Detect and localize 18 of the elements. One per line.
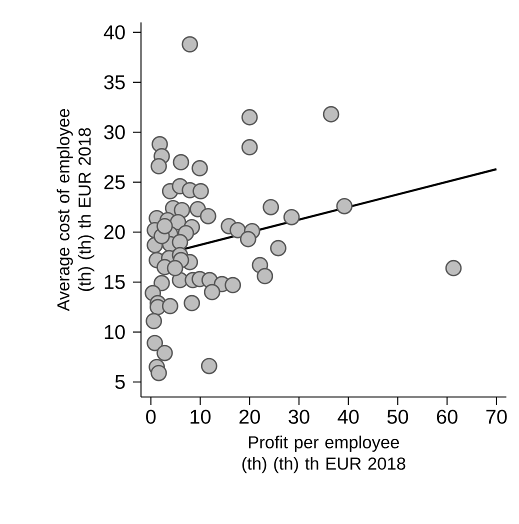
y-tick-label: 30 (104, 125, 125, 140)
y-axis-title: Average cost of employee (th) (th) th EUR 2018 (56, 108, 94, 312)
x-tick-label: 10 (190, 410, 211, 424)
y-tick-label: 10 (104, 324, 125, 340)
y-tick-label: 25 (104, 175, 125, 190)
x-tick-label: 60 (436, 410, 458, 424)
x-tick-label: 20 (239, 410, 260, 424)
x-tick-label: 30 (288, 410, 310, 424)
y-tick-label: 40 (104, 25, 125, 40)
x-tick-label: 50 (387, 410, 408, 424)
x-tick-label: 70 (486, 410, 507, 424)
x-tick-label: 40 (338, 410, 359, 424)
x-tick-label: 0 (146, 410, 156, 424)
x-axis-title: Profit per employee (th) (th) th EUR 2018 (242, 436, 406, 474)
y-tick-label: 35 (104, 75, 125, 90)
y-tick-label: 5 (115, 375, 125, 389)
y-tick-label: 15 (104, 275, 125, 290)
y-tick-label: 20 (104, 225, 125, 240)
